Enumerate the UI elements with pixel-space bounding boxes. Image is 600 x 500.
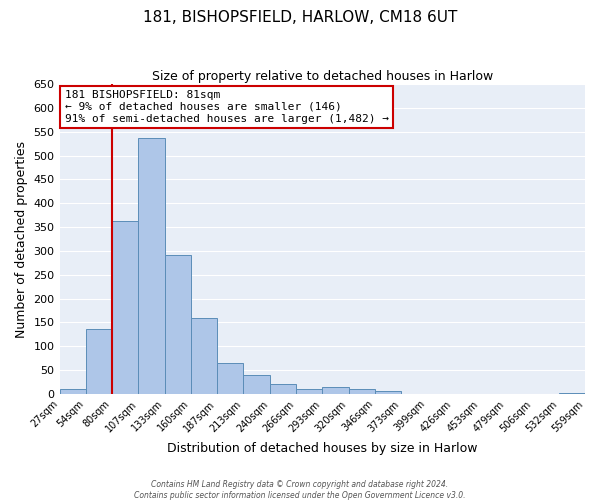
Y-axis label: Number of detached properties: Number of detached properties [15,140,28,338]
Title: Size of property relative to detached houses in Harlow: Size of property relative to detached ho… [152,70,493,83]
Text: Contains HM Land Registry data © Crown copyright and database right 2024.
Contai: Contains HM Land Registry data © Crown c… [134,480,466,500]
Bar [59,389,86,394]
Text: 181 BISHOPSFIELD: 81sqm
← 9% of detached houses are smaller (146)
91% of semi-de: 181 BISHOPSFIELD: 81sqm ← 9% of detached… [65,90,389,124]
Bar [217,363,244,394]
Bar [191,318,217,394]
Bar [559,393,585,394]
Bar [244,375,270,394]
Bar [296,389,322,394]
Bar [112,222,139,394]
X-axis label: Distribution of detached houses by size in Harlow: Distribution of detached houses by size … [167,442,478,455]
Bar [164,255,191,394]
Bar [349,389,375,394]
Bar [270,384,296,394]
Bar [139,138,164,394]
Text: 181, BISHOPSFIELD, HARLOW, CM18 6UT: 181, BISHOPSFIELD, HARLOW, CM18 6UT [143,10,457,25]
Bar [86,328,112,394]
Bar [322,386,349,394]
Bar [375,390,401,394]
